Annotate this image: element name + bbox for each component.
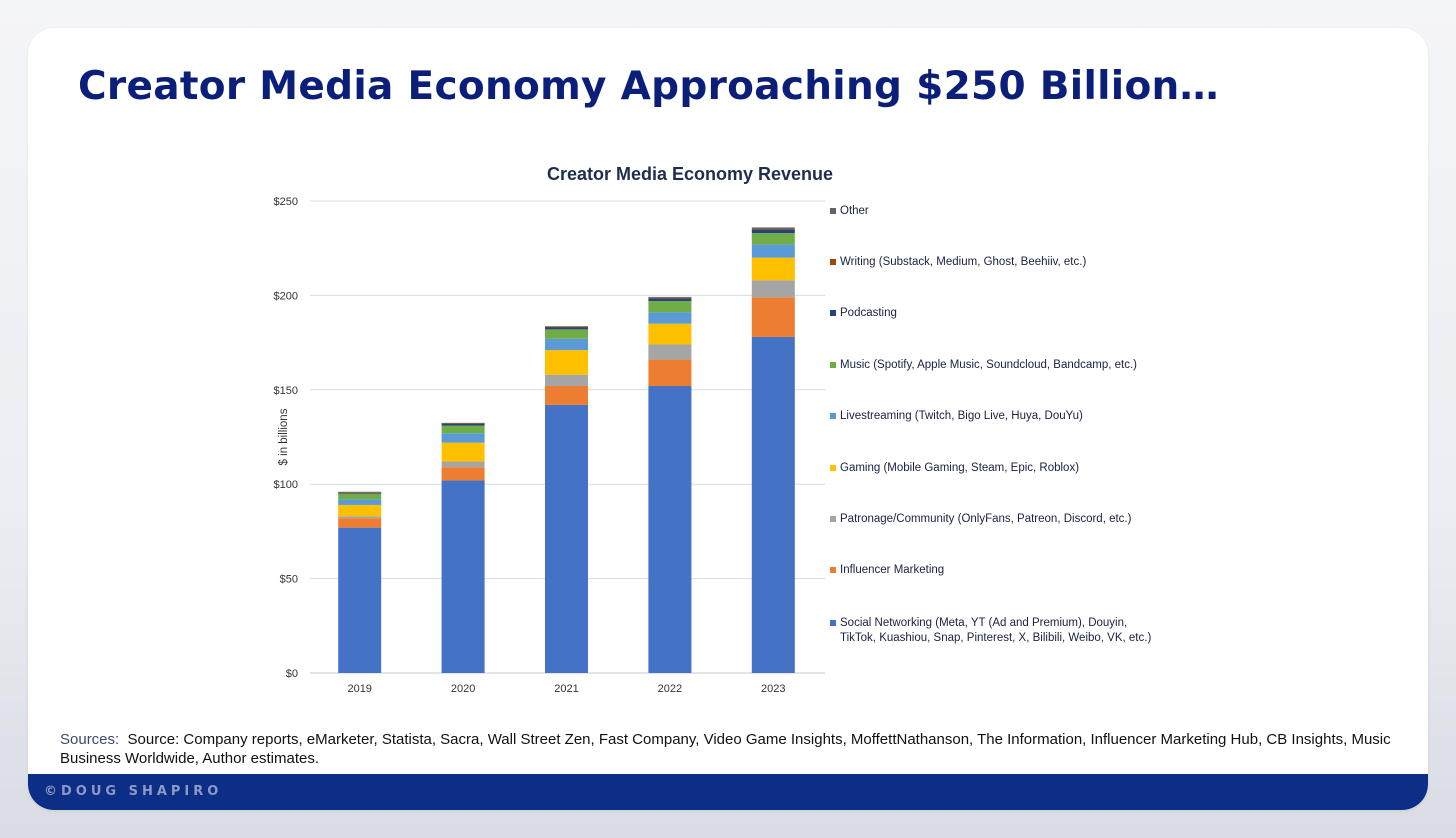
slide: Creator Media Economy Approaching $250 B… [28,28,1428,810]
legend-item: Other [830,204,1160,219]
x-tick-label: 2021 [554,683,578,695]
bar-segment [545,326,588,328]
x-tick-label: 2019 [347,683,371,695]
legend-item: Gaming (Mobile Gaming, Steam, Epic, Robl… [830,461,1160,476]
bar-segment [545,350,588,375]
bar-segment [751,244,795,258]
brand-logo: ©DOUG SHAPIRO [44,784,223,799]
bar-segment [441,467,485,481]
bar-segment [545,374,588,387]
bar-segment [751,336,795,673]
x-tick-label: 2022 [658,683,682,695]
bar-segment [648,359,692,387]
bar-segment [338,491,382,493]
bar-segment [648,344,692,360]
footer-bar: ©DOUG SHAPIRO [28,774,1428,810]
bar-segment [545,404,588,673]
bar-segment [648,297,692,299]
bar-segment [441,433,485,443]
y-axis-label: $ in billions [278,408,290,465]
bar-segment [648,386,692,673]
bar-segment [338,492,382,494]
bar-segment [648,296,692,298]
bar-segment [441,425,485,434]
bar-segment [545,329,588,339]
legend-label: Other [840,205,869,217]
sources-text: Source: Company reports, eMarketer, Stat… [60,731,1391,767]
slide-title: Creator Media Economy Approaching $250 B… [78,64,1219,109]
bar-segment [648,312,692,324]
bar-segment [545,338,588,351]
sources-note: Sources: Source: Company reports, eMarke… [60,730,1400,768]
legend-swatch [830,208,836,214]
legend-label: Patronage/Community (OnlyFans, Patreon, … [840,513,1132,525]
bar-segment [648,301,692,313]
bar-segment [545,326,588,327]
x-tick-label: 2020 [451,683,475,695]
bar-segment [751,233,795,245]
bar-segment [751,227,795,229]
sources-label: Sources: [60,731,120,748]
legend-item: Social Networking (Meta, YT (Ad and Prem… [830,616,1160,646]
y-tick-label: $200 [274,290,298,302]
bar-segment [751,257,795,281]
legend-label: Livestreaming (Twitch, Bigo Live, Huya, … [840,410,1083,422]
legend-swatch [830,413,836,419]
legend-swatch [830,567,836,573]
legend-label: Writing (Substack, Medium, Ghost, Beehii… [840,256,1087,268]
y-tick-label: $0 [286,668,298,680]
bar-segment [338,518,382,528]
legend-swatch [830,465,836,471]
legend-item: Writing (Substack, Medium, Ghost, Beehii… [830,255,1160,270]
bar-segment [441,423,485,426]
y-tick-label: $250 [274,196,298,208]
bar-segment [545,327,588,330]
bar-segment [441,461,485,468]
chart-title: Creator Media Economy Revenue [546,164,834,184]
legend-swatch [830,259,836,265]
legend-item: Music (Spotify, Apple Music, Soundcloud,… [830,358,1160,373]
bar-segment [751,280,795,298]
legend-swatch [830,516,836,522]
y-tick-label: $150 [274,385,298,397]
bar-segment [338,499,382,505]
legend-swatch [830,362,836,368]
legend-item: Podcasting [830,306,1160,321]
legend-item: Influencer Marketing [830,563,1160,578]
bar-segment [338,504,382,517]
bar-segment [648,298,692,302]
legend-swatch [830,310,836,316]
bar-segment [338,493,382,500]
bar-segment [441,422,485,424]
legend-label: Gaming (Mobile Gaming, Steam, Epic, Robl… [840,462,1080,474]
bar-segment [338,527,382,673]
bar-segment [338,492,382,493]
legend-label: Influencer Marketing [840,564,945,576]
bar-segment [751,229,795,234]
legend-swatch [830,620,836,626]
legend-item: Patronage/Community (OnlyFans, Patreon, … [830,512,1160,527]
chart-legend: Other Writing (Substack, Medium, Ghost, B… [830,204,1160,704]
bar-segment [545,386,588,405]
bar-segment [441,423,485,425]
legend-label: Social Networking (Meta, YT (Ad and Prem… [840,617,1152,644]
bar-segment [751,297,795,337]
legend-label: Podcasting [840,307,897,319]
x-tick-label: 2023 [761,683,785,695]
bar-segment [441,442,485,462]
legend-item: Livestreaming (Twitch, Bigo Live, Huya, … [830,409,1160,424]
y-tick-label: $50 [280,574,298,586]
bar-segment [648,323,692,345]
bar-segment [751,228,795,230]
y-tick-label: $100 [274,479,298,491]
chart-plot: $0 $50 $100 $150 $200 $250 $ in billions 2019 20… [274,196,825,695]
bar-segment [441,480,485,673]
legend-label: Music (Spotify, Apple Music, Soundcloud,… [840,359,1138,371]
bar-segment [338,516,382,519]
